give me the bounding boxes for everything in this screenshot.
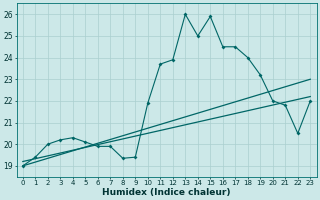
X-axis label: Humidex (Indice chaleur): Humidex (Indice chaleur): [102, 188, 231, 197]
